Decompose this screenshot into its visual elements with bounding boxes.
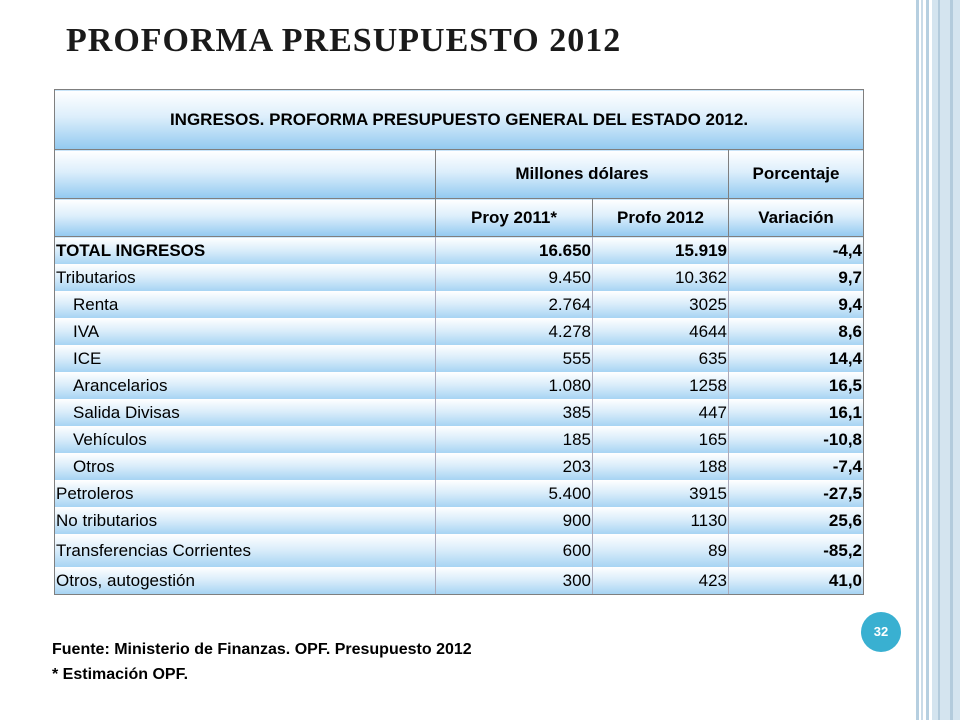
- row-label: Vehículos: [54, 426, 436, 453]
- header-profo-2012: Profo 2012: [592, 198, 729, 237]
- table-row: Otros 203 188 -7,4: [54, 453, 864, 480]
- income-table: INGRESOS. PROFORMA PRESUPUESTO GENERAL D…: [54, 89, 864, 595]
- decorative-stripe: [916, 0, 919, 720]
- row-label: Salida Divisas: [54, 399, 436, 426]
- cell-profo: 3025: [592, 291, 729, 318]
- decorative-stripe: [932, 0, 960, 720]
- table-row: IVA 4.278 4644 8,6: [54, 318, 864, 345]
- cell-variacion: -7,4: [728, 453, 864, 480]
- table-row: Tributarios 9.450 10.362 9,7: [54, 264, 864, 291]
- row-label: Otros: [54, 453, 436, 480]
- decorative-stripe: [938, 0, 940, 720]
- cell-profo: 1130: [592, 507, 729, 534]
- cell-proy: 203: [435, 453, 593, 480]
- cell-proy: 5.400: [435, 480, 593, 507]
- cell-proy: 4.278: [435, 318, 593, 345]
- header-porcentaje: Porcentaje: [728, 149, 864, 199]
- cell-proy: 2.764: [435, 291, 593, 318]
- estimate-note: * Estimación OPF.: [52, 666, 189, 683]
- table-row: TOTAL INGRESOS 16.650 15.919 -4,4: [54, 236, 864, 264]
- cell-profo: 89: [592, 534, 729, 567]
- table-row: Vehículos 185 165 -10,8: [54, 426, 864, 453]
- cell-profo: 15.919: [592, 236, 729, 264]
- cell-profo: 10.362: [592, 264, 729, 291]
- header-empty-cell: [54, 198, 436, 237]
- row-label: No tributarios: [54, 507, 436, 534]
- cell-profo: 3915: [592, 480, 729, 507]
- cell-variacion: 8,6: [728, 318, 864, 345]
- table-row: ICE 555 635 14,4: [54, 345, 864, 372]
- cell-profo: 188: [592, 453, 729, 480]
- row-label: ICE: [54, 345, 436, 372]
- table-row: Arancelarios 1.080 1258 16,5: [54, 372, 864, 399]
- row-label: Transferencias Corrientes: [54, 534, 436, 567]
- row-label: IVA: [54, 318, 436, 345]
- cell-profo: 423: [592, 567, 729, 595]
- row-label: Otros, autogestión: [54, 567, 436, 595]
- table-row: No tributarios 900 1130 25,6: [54, 507, 864, 534]
- cell-variacion: 9,4: [728, 291, 864, 318]
- cell-variacion: 9,7: [728, 264, 864, 291]
- cell-profo: 4644: [592, 318, 729, 345]
- page-number-badge: 32: [861, 612, 901, 652]
- table-title: INGRESOS. PROFORMA PRESUPUESTO GENERAL D…: [54, 89, 864, 150]
- table-row: Petroleros 5.400 3915 -27,5: [54, 480, 864, 507]
- cell-profo: 1258: [592, 372, 729, 399]
- row-label: Renta: [54, 291, 436, 318]
- cell-proy: 600: [435, 534, 593, 567]
- decorative-stripe: [950, 0, 953, 720]
- cell-proy: 9.450: [435, 264, 593, 291]
- header-empty-cell: [54, 149, 436, 199]
- source-note: Fuente: Ministerio de Finanzas. OPF. Pre…: [52, 641, 472, 658]
- header-millones: Millones dólares: [435, 149, 729, 199]
- header-proy-2011: Proy 2011*: [435, 198, 593, 237]
- decorative-stripe: [926, 0, 929, 720]
- cell-profo: 635: [592, 345, 729, 372]
- table-row: Transferencias Corrientes 600 89 -85,2: [54, 534, 864, 567]
- cell-proy: 555: [435, 345, 593, 372]
- header-variacion: Variación: [728, 198, 864, 237]
- decorative-stripe: [921, 0, 923, 720]
- cell-variacion: 41,0: [728, 567, 864, 595]
- slide-title: PROFORMA PRESUPUESTO 2012: [66, 22, 622, 59]
- cell-variacion: -4,4: [728, 236, 864, 264]
- row-label: Tributarios: [54, 264, 436, 291]
- row-label: Arancelarios: [54, 372, 436, 399]
- table-row: Renta 2.764 3025 9,4: [54, 291, 864, 318]
- cell-proy: 1.080: [435, 372, 593, 399]
- cell-proy: 385: [435, 399, 593, 426]
- cell-variacion: 16,1: [728, 399, 864, 426]
- cell-profo: 165: [592, 426, 729, 453]
- cell-variacion: 14,4: [728, 345, 864, 372]
- cell-variacion: 16,5: [728, 372, 864, 399]
- cell-proy: 16.650: [435, 236, 593, 264]
- cell-proy: 185: [435, 426, 593, 453]
- table-row: Salida Divisas 385 447 16,1: [54, 399, 864, 426]
- row-label: TOTAL INGRESOS: [54, 236, 436, 264]
- cell-variacion: -85,2: [728, 534, 864, 567]
- cell-profo: 447: [592, 399, 729, 426]
- table-row: Otros, autogestión 300 423 41,0: [54, 567, 864, 595]
- cell-variacion: 25,6: [728, 507, 864, 534]
- row-label: Petroleros: [54, 480, 436, 507]
- cell-variacion: -10,8: [728, 426, 864, 453]
- cell-proy: 300: [435, 567, 593, 595]
- cell-proy: 900: [435, 507, 593, 534]
- cell-variacion: -27,5: [728, 480, 864, 507]
